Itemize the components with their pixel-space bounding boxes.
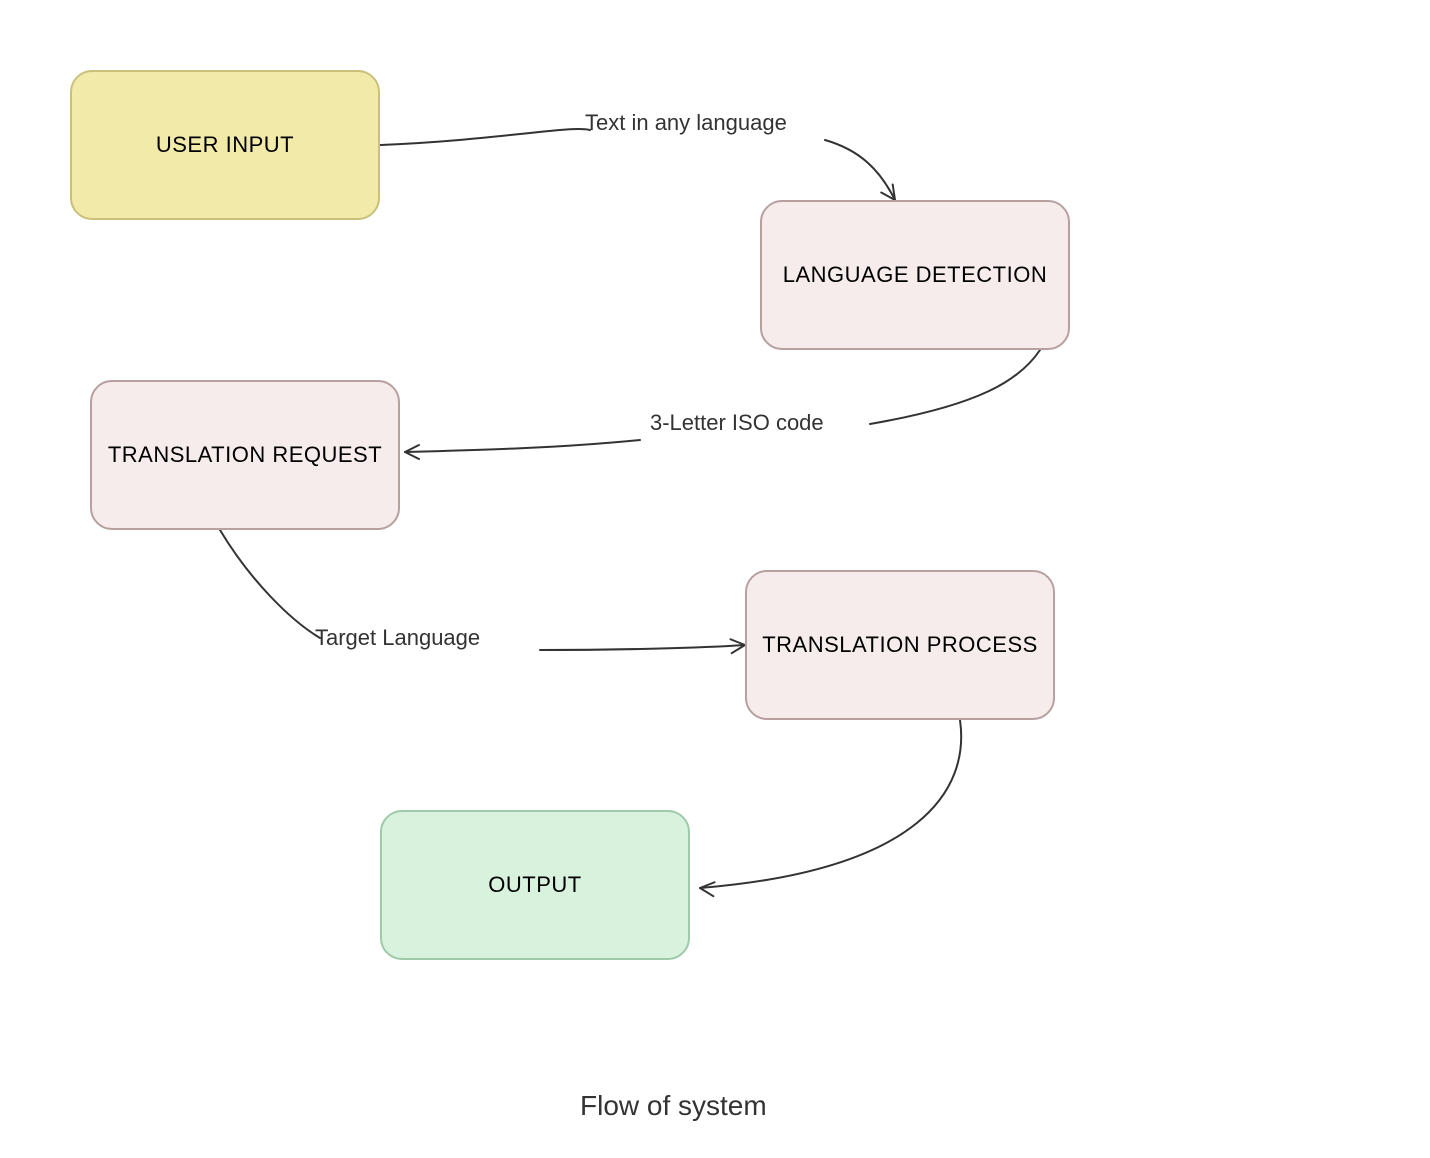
- edge-label-text-any-language: Text in any language: [585, 110, 787, 136]
- node-language-detection: LANGUAGE DETECTION: [760, 200, 1070, 350]
- edge-label-target-language: Target Language: [315, 625, 480, 651]
- node-label: LANGUAGE DETECTION: [783, 262, 1047, 288]
- node-label: TRANSLATION REQUEST: [108, 442, 382, 468]
- node-label: TRANSLATION PROCESS: [762, 632, 1038, 658]
- diagram-canvas: USER INPUT LANGUAGE DETECTION TRANSLATIO…: [0, 0, 1430, 1158]
- node-user-input: USER INPUT: [70, 70, 380, 220]
- edge-label-iso-code: 3-Letter ISO code: [650, 410, 824, 436]
- node-output: OUTPUT: [380, 810, 690, 960]
- diagram-caption: Flow of system: [580, 1090, 767, 1122]
- node-translation-process: TRANSLATION PROCESS: [745, 570, 1055, 720]
- node-label: USER INPUT: [156, 132, 294, 158]
- node-label: OUTPUT: [488, 872, 581, 898]
- node-translation-request: TRANSLATION REQUEST: [90, 380, 400, 530]
